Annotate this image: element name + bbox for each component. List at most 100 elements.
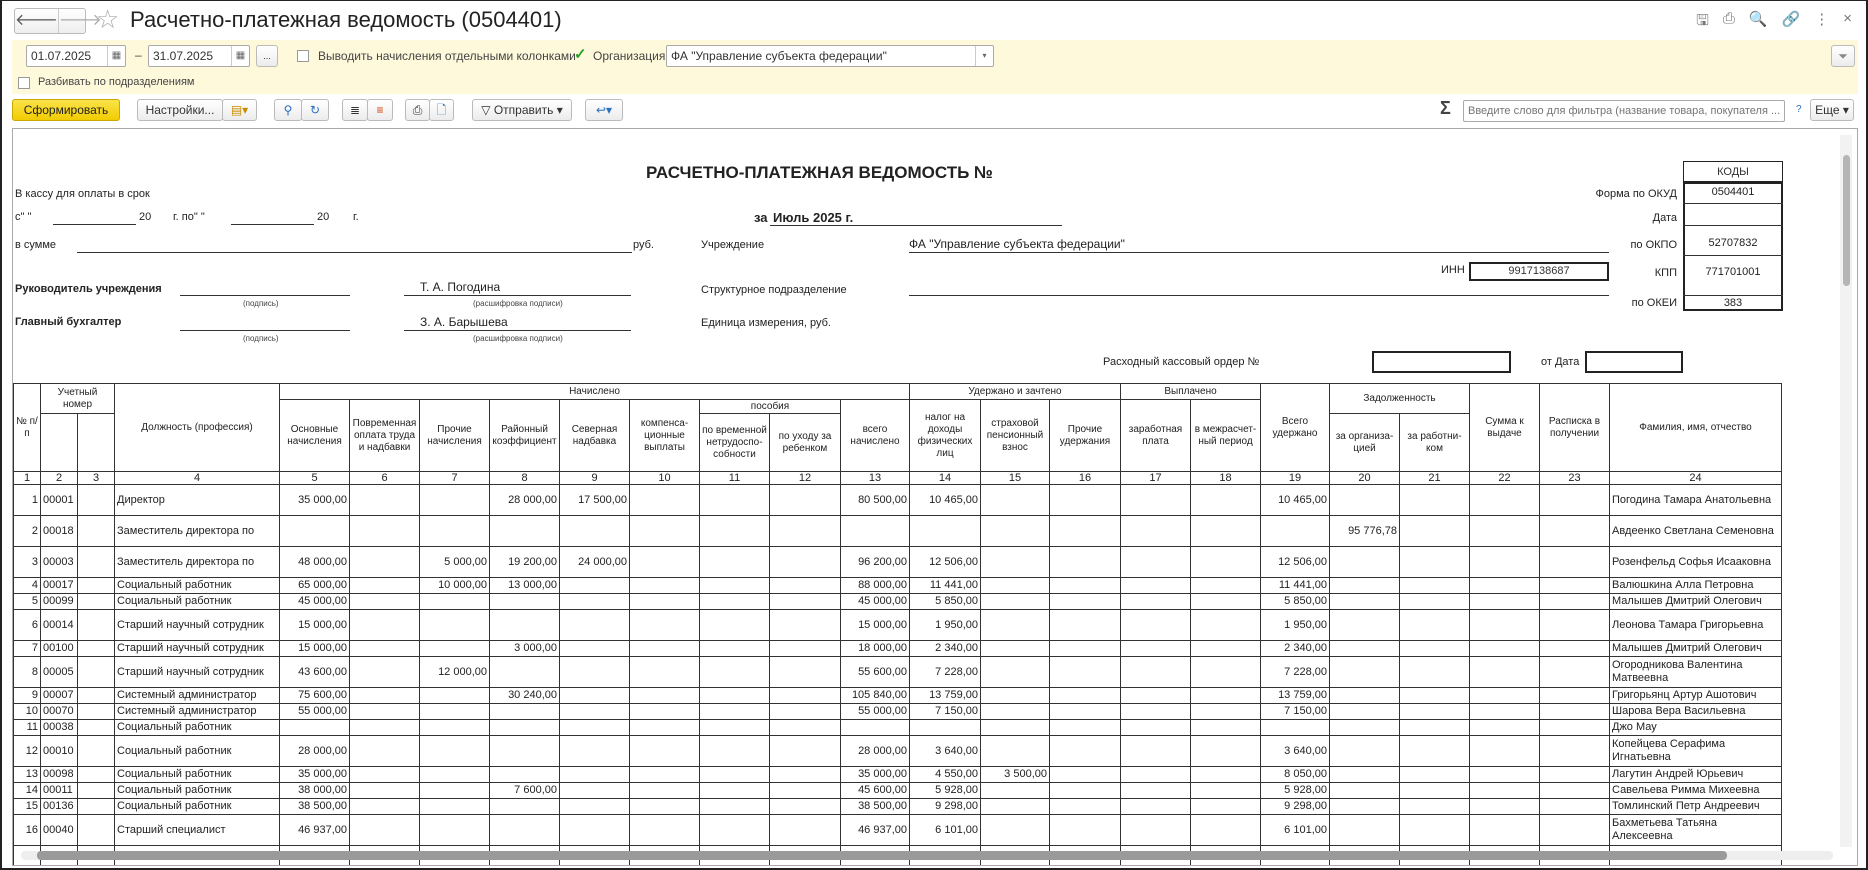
sum-icon[interactable]: Σ	[1440, 98, 1451, 118]
table-cell	[1120, 703, 1191, 720]
table-cell: 00001	[40, 484, 78, 516]
filter-button[interactable]: ⏷	[1831, 45, 1855, 67]
table-cell: 38 500,00	[279, 798, 350, 815]
period-select-button[interactable]: ...	[256, 45, 278, 67]
send-button[interactable]: ▽ Отправить ▾	[472, 99, 572, 121]
table-cell	[840, 515, 910, 547]
table-cell	[1190, 735, 1261, 767]
expand-groups-button[interactable]: ≡	[367, 99, 393, 121]
variants-button[interactable]: ▤▾	[222, 99, 257, 121]
separate-columns-checkbox[interactable]	[297, 50, 309, 62]
cash-order-label: Расходный кассовый ордер №	[1103, 356, 1260, 368]
organization-select[interactable]: ФА "Управление субъекта федерации" ▾	[666, 45, 994, 67]
header-c13: всего начислено	[840, 399, 910, 472]
split-departments-checkbox[interactable]	[18, 77, 30, 89]
table-cell	[1120, 640, 1191, 657]
horizontal-scroll-thumb[interactable]	[37, 851, 1727, 860]
table-cell: 38 000,00	[279, 782, 350, 799]
print-preview-button[interactable]: 🗋	[429, 99, 454, 121]
forward-button[interactable]: 🡒	[57, 9, 102, 33]
table-cell: 00017	[40, 577, 78, 594]
table-cell: 4	[13, 577, 41, 594]
column-numbers-row: 1 2 3 4 5 6 7 8 9 10 11 12 13 14 15 16 17 18 19 20 21 22 23 24	[13, 471, 1782, 485]
search-input[interactable]	[1463, 100, 1785, 122]
generate-button[interactable]: Сформировать	[12, 99, 120, 121]
table-cell: 24 000,00	[559, 546, 630, 578]
table-cell	[489, 798, 560, 815]
table-cell	[419, 735, 490, 767]
settings-button[interactable]: Настройки...	[137, 99, 223, 121]
head-name: Т. А. Погодина	[420, 280, 501, 294]
table-cell	[1469, 814, 1540, 846]
table-cell	[629, 687, 700, 704]
header-c23: Расписка в получении	[1539, 383, 1610, 472]
help-link[interactable]: ?	[1796, 104, 1802, 115]
organization-checkbox[interactable]: ✓	[574, 46, 587, 63]
employee-name-cell: Савельева Римма Михеевна	[1609, 782, 1782, 799]
vertical-scrollbar[interactable]	[1840, 135, 1852, 847]
table-row: 16 00040 Старший специалист 46 937,00 46 937…	[13, 814, 1782, 846]
table-cell	[1260, 515, 1330, 547]
print-button[interactable]: ⎙	[405, 99, 430, 121]
table-cell	[980, 656, 1050, 688]
collapse-groups-button[interactable]: ≣	[342, 99, 368, 121]
table-cell	[980, 546, 1050, 578]
to-label: г. по" "	[173, 211, 205, 223]
table-cell	[1120, 656, 1191, 688]
save-icon[interactable]: 🖫	[1696, 12, 1709, 29]
position-cell: Системный администратор	[114, 703, 280, 720]
link-icon[interactable]: 🔗	[1781, 11, 1801, 28]
position-cell: Старший специалист	[114, 814, 280, 846]
table-cell	[629, 656, 700, 688]
favorite-star-icon[interactable]: ☆	[96, 4, 120, 34]
table-cell	[77, 719, 115, 736]
window-actions: 🖫 ⎙ 🔍 🔗 ⋮ ×	[1696, 10, 1852, 35]
table-cell	[559, 814, 630, 846]
find-next-button[interactable]: ↻	[301, 99, 329, 121]
undo-button[interactable]: ↩▾	[585, 99, 623, 121]
search-icon: ⚲	[283, 103, 293, 117]
table-cell	[1190, 593, 1261, 610]
position-cell: Социальный работник	[114, 766, 280, 783]
chevron-down-icon[interactable]: ▾	[975, 46, 993, 66]
preview-icon[interactable]: 🔍	[1748, 11, 1768, 28]
table-cell: 00038	[40, 719, 78, 736]
more-icon[interactable]: ⋮	[1814, 11, 1830, 28]
find-button[interactable]: ⚲	[274, 99, 302, 121]
table-cell	[1539, 593, 1610, 610]
table-cell: 10 465,00	[909, 484, 981, 516]
table-cell	[77, 782, 115, 799]
inn-label: ИНН	[1441, 264, 1465, 276]
table-cell	[1399, 814, 1470, 846]
table-cell	[1469, 766, 1540, 783]
date-to-input[interactable]: 31.07.2025 ▦	[148, 45, 250, 67]
print-icon[interactable]: ⎙	[1722, 10, 1735, 27]
calendar-icon[interactable]: ▦	[107, 46, 125, 66]
close-icon[interactable]: ×	[1843, 10, 1852, 27]
table-cell	[1539, 703, 1610, 720]
table-cell	[1539, 782, 1610, 799]
vertical-scroll-thumb[interactable]	[1843, 155, 1850, 286]
table-cell: 17 500,00	[559, 484, 630, 516]
table-cell	[489, 593, 560, 610]
organization-label: Организация:	[593, 49, 669, 63]
back-button[interactable]: 🡐	[15, 12, 58, 29]
table-cell: 55 600,00	[840, 656, 910, 688]
calendar-icon[interactable]: ▦	[231, 46, 249, 66]
year-suffix: г.	[353, 211, 359, 223]
date-from-input[interactable]: 01.07.2025 ▦	[26, 45, 126, 67]
header-c6: Повременная оплата труда и надбавки	[349, 399, 420, 472]
table-cell: 9	[13, 687, 41, 704]
table-cell: 13 000,00	[489, 577, 560, 594]
table-cell: 38 500,00	[840, 798, 910, 815]
table-cell	[1329, 735, 1400, 767]
table-cell	[699, 782, 770, 799]
table-cell: 12 506,00	[909, 546, 981, 578]
decode-hint: (расшифровка подписи)	[473, 334, 563, 343]
table-cell: 8	[13, 656, 41, 688]
more-button[interactable]: Еще ▾	[1810, 99, 1854, 121]
table-cell: 00010	[40, 735, 78, 767]
codes-box	[1683, 182, 1783, 311]
table-cell	[1049, 814, 1121, 846]
table-cell: 00014	[40, 609, 78, 641]
